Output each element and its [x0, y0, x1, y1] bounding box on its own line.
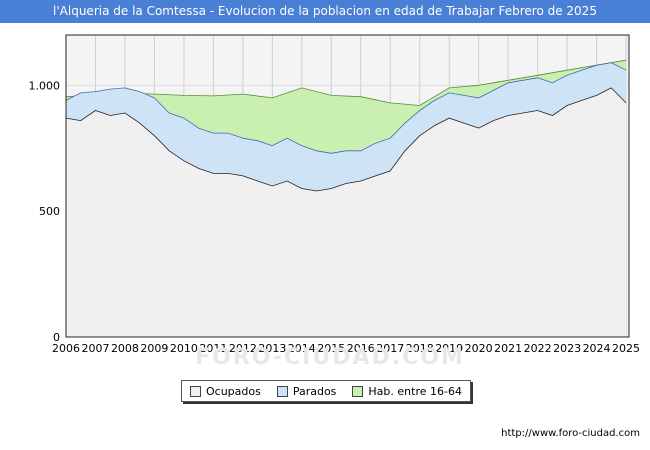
y-tick-label-500: 500: [39, 205, 60, 218]
x-tick-label-2011: 2011: [199, 342, 227, 355]
x-tick-label-2007: 2007: [81, 342, 109, 355]
x-tick-label-2016: 2016: [347, 342, 375, 355]
legend-item-ocupados: Ocupados: [189, 384, 261, 398]
x-tick-label-2013: 2013: [258, 342, 286, 355]
legend-item-parados: Parados: [276, 384, 337, 398]
legend-swatch-habitantes: [352, 385, 364, 397]
legend-label-habitantes: Hab. entre 16-64: [368, 384, 462, 398]
plot-border: [65, 34, 630, 338]
legend-label-parados: Parados: [292, 384, 337, 398]
footer-url[interactable]: http://www.foro-ciudad.com: [501, 428, 640, 439]
x-tick-label-2022: 2022: [524, 342, 552, 355]
x-tick-label-2006: 2006: [52, 342, 80, 355]
legend-label-ocupados: Ocupados: [205, 384, 261, 398]
x-tick-label-2024: 2024: [583, 342, 611, 355]
chart-title: l'Alqueria de la Comtessa - Evolucion de…: [0, 0, 650, 23]
series-areas: [65, 59, 627, 338]
legend-swatch-parados: [276, 385, 288, 397]
x-axis-ticks: 2006 2007 2008 2009 2010 2011 2012 2013 2014 2015…: [52, 342, 640, 355]
x-tick-label-2023: 2023: [553, 342, 581, 355]
x-tick-label-2009: 2009: [140, 342, 168, 355]
x-tick-label-2019: 2019: [435, 342, 463, 355]
x-tick-label-2008: 2008: [111, 342, 139, 355]
x-tick-label-2014: 2014: [288, 342, 316, 355]
line-parados: [65, 62, 627, 154]
legend: Ocupados Parados Hab. entre 16-64: [181, 380, 471, 402]
x-tick-label-2021: 2021: [494, 342, 522, 355]
line-ocupados: [65, 87, 627, 192]
y-axis-ticks: 0 500 1.000: [29, 79, 61, 344]
legend-swatch-ocupados: [189, 385, 201, 397]
x-tick-label-2020: 2020: [465, 342, 493, 355]
x-tick-label-2015: 2015: [317, 342, 345, 355]
watermark: FORO-CIUDAD.COM: [195, 345, 465, 370]
x-tick-label-2025: 2025: [612, 342, 640, 355]
x-tick-label-2012: 2012: [229, 342, 257, 355]
y-tick-label-1000: 1.000: [29, 79, 61, 92]
x-tick-label-2010: 2010: [170, 342, 198, 355]
y-tick-label-0: 0: [53, 331, 60, 344]
x-tick-label-2017: 2017: [376, 342, 404, 355]
area-ocupados: [66, 87, 627, 338]
x-tick-label-2018: 2018: [406, 342, 434, 355]
legend-item-habitantes: Hab. entre 16-64: [352, 385, 462, 398]
